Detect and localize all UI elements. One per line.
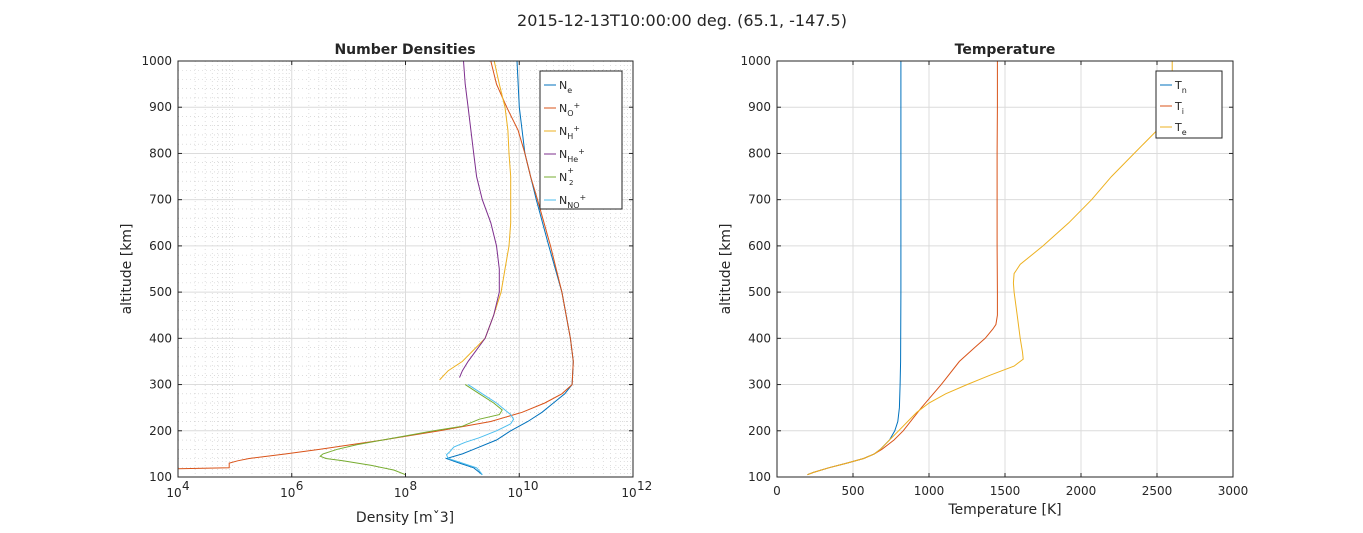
legend-entry-label: N+ 2 bbox=[559, 166, 574, 187]
y-tick-label: 500 bbox=[748, 285, 771, 299]
y-tick-label: 200 bbox=[748, 424, 771, 438]
legend-entry-label: Ne bbox=[559, 79, 572, 95]
x-tick-label-exponent: 8 bbox=[410, 479, 418, 493]
x-tick-label: 1500 bbox=[990, 484, 1021, 498]
temperature-ticks: 0 500 1000 1500 2000 2500 3000 100 200 300 400 500 6… bbox=[740, 54, 1248, 498]
temperature-y-axis-label: altitude [km] bbox=[718, 224, 734, 315]
y-tick-label: 100 bbox=[748, 470, 771, 484]
x-tick-label-exponent: 10 bbox=[523, 479, 538, 493]
y-tick-label: 700 bbox=[748, 193, 771, 207]
x-tick-label: 10 bbox=[166, 486, 181, 500]
y-tick-label: 700 bbox=[149, 193, 172, 207]
legend-entry-label: NH+ bbox=[559, 124, 580, 141]
temperature-axes: 0 500 1000 1500 2000 2500 3000 100 200 300 400 500 6… bbox=[718, 42, 1248, 518]
y-tick-label: 500 bbox=[149, 285, 172, 299]
series-line-nh bbox=[439, 60, 512, 381]
temperature-curves bbox=[807, 61, 1173, 476]
y-tick-label: 1000 bbox=[740, 54, 771, 68]
legend-box bbox=[1155, 70, 1223, 139]
temperature-legend: Tn Ti Te bbox=[1155, 70, 1223, 139]
y-tick-label: 600 bbox=[748, 239, 771, 253]
y-tick-label: 800 bbox=[748, 146, 771, 160]
density-curves bbox=[177, 60, 574, 476]
x-tick-label-exponent: 6 bbox=[296, 479, 304, 493]
series-line-nhe bbox=[459, 60, 500, 378]
legend-box bbox=[539, 70, 623, 210]
x-tick-label: 10 bbox=[621, 486, 636, 500]
x-tick-label-exponent: 12 bbox=[637, 479, 652, 493]
density-ticks: 10 4 10 6 10 8 10 10 10 1210020030040050060070080… bbox=[141, 54, 652, 500]
density-title: Number Densities bbox=[334, 42, 475, 58]
x-tick-label: 2000 bbox=[1066, 484, 1097, 498]
density-x-axis-label: Density [mˇ3] bbox=[356, 510, 454, 526]
x-tick-label: 10 bbox=[394, 486, 409, 500]
x-tick-label-exponent: 4 bbox=[182, 479, 190, 493]
series-line-ne bbox=[444, 60, 574, 476]
y-tick-label: 400 bbox=[748, 331, 771, 345]
y-tick-label: 100 bbox=[149, 470, 172, 484]
series-line-nno bbox=[445, 384, 515, 475]
legend-entry-label: Ti bbox=[1174, 100, 1184, 116]
y-tick-label: 400 bbox=[149, 331, 172, 345]
y-tick-label: 200 bbox=[149, 424, 172, 438]
y-tick-label: 800 bbox=[149, 146, 172, 160]
x-tick-label: 2500 bbox=[1142, 484, 1173, 498]
y-tick-label: 300 bbox=[748, 378, 771, 392]
y-tick-label: 900 bbox=[748, 100, 771, 114]
temperature-x-axis-label: Temperature [K] bbox=[947, 502, 1061, 518]
series-line-no2 bbox=[319, 384, 503, 476]
y-tick-label: 1000 bbox=[141, 54, 172, 68]
y-tick-label: 300 bbox=[149, 378, 172, 392]
x-tick-label: 10 bbox=[508, 486, 523, 500]
series-line-te bbox=[807, 61, 1173, 476]
density-axes: 10 4 10 6 10 8 10 10 10 1210020030040050060070080… bbox=[119, 42, 652, 526]
density-y-axis-label: altitude [km] bbox=[119, 224, 135, 315]
density-legend: Ne NO+ NH+ NHe+ N+ 2 NNO+ bbox=[539, 70, 623, 210]
x-tick-label: 10 bbox=[280, 486, 295, 500]
x-tick-label: 3000 bbox=[1218, 484, 1249, 498]
legend-entry-label: Tn bbox=[1174, 79, 1187, 95]
y-tick-label: 900 bbox=[149, 100, 172, 114]
legend-entry-label: NNO+ bbox=[559, 193, 586, 210]
y-tick-label: 600 bbox=[149, 239, 172, 253]
x-tick-label: 0 bbox=[773, 484, 781, 498]
x-tick-label: 500 bbox=[842, 484, 865, 498]
legend-entry-label: NO+ bbox=[559, 101, 580, 118]
legend-entry-label: Te bbox=[1174, 121, 1187, 137]
temperature-title: Temperature bbox=[955, 42, 1056, 58]
x-tick-label: 1000 bbox=[914, 484, 945, 498]
legend-entry-label: NHe+ bbox=[559, 147, 585, 164]
series-line-no bbox=[177, 60, 574, 470]
figure-suptitle: 2015-12-13T10:00:00 deg. (65.1, -147.5) bbox=[517, 11, 847, 30]
